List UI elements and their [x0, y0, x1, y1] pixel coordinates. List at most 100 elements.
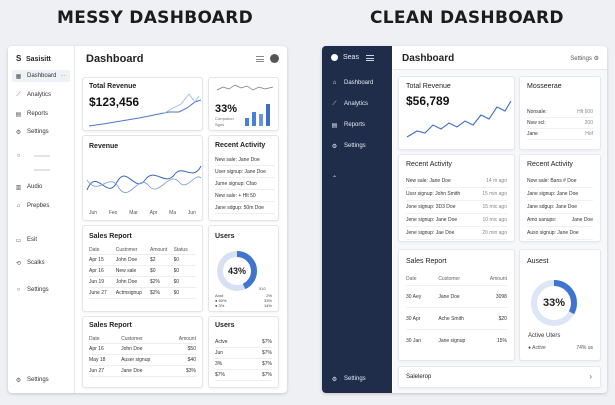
clean-recent-activity-card: Recent Activity New sale: Jane Doe 14 m a…	[398, 154, 515, 242]
footer-card[interactable]: Salelerop ›	[398, 366, 601, 388]
legend-row: ● 60% 33%	[215, 298, 272, 303]
sidebar-item-esit[interactable]: ▭ Esit	[14, 234, 37, 246]
table-row[interactable]: Jun 19 John Doe $2% $0	[89, 277, 196, 288]
message-meta: Hlt 600	[577, 109, 593, 115]
list-item[interactable]: Now sale: Bans # Doe	[527, 175, 593, 188]
messy-sidebar: S Sasisitt ▦ Dashboard ⋯ ⟋ Analytics ▤ R…	[8, 46, 75, 393]
cell: $0	[149, 268, 156, 274]
table-row[interactable]: 30 Aey Jane Doe 3098	[406, 286, 507, 308]
sidebar-item-dashboard[interactable]: ▦ Dashboard ⋯	[12, 70, 70, 82]
list-item[interactable]: New sale: + Hlt 50	[215, 190, 274, 202]
list-item[interactable]: Amo sanups: Jane Doe	[527, 214, 593, 227]
list-item[interactable]: Jane signup: Jane Doe	[527, 188, 593, 201]
table-row[interactable]: $7% $7%	[215, 370, 272, 381]
sidebar-item-settings-bottom[interactable]: ⚙ Settings	[330, 373, 366, 385]
list-item[interactable]: New sale: Jane Doe 14 m ago	[406, 175, 507, 188]
cell: John Doe	[121, 346, 143, 352]
table-row[interactable]: Apr 15 John Doe $2 $0	[89, 255, 196, 266]
clean-sales-report-card: Sales Report Date Customer Amount 30 Aey…	[398, 249, 515, 361]
table-row[interactable]: Jun $7%	[215, 348, 272, 359]
messy-dashboard: S Sasisitt ▦ Dashboard ⋯ ⟋ Analytics ▤ R…	[8, 46, 287, 393]
table-row[interactable]: 30 Apr Ache Smith $20	[406, 308, 507, 330]
table-row[interactable]: Actve $7%	[215, 337, 272, 348]
list-item[interactable]: Nonsale: Hlt 600	[527, 107, 593, 118]
sidebar-item-analytics[interactable]: ⟋ Analytics	[14, 89, 51, 101]
tick-label: Jun	[89, 210, 98, 216]
list-item[interactable]: Jume signup: Cfao	[215, 178, 274, 190]
cell: $0	[173, 279, 180, 285]
table-row[interactable]: June 27 Actmsignup $2% $0	[89, 288, 196, 299]
activity-text: Jene signup: Jane Doe	[406, 217, 458, 223]
table-header: Date Customer Amount	[406, 272, 507, 286]
table-row[interactable]: 3% $7%	[215, 359, 272, 370]
table-row[interactable]: Jun 27 Jane Doe $3%	[89, 366, 196, 377]
total-revenue-card: Total Revenue $123,456	[82, 77, 203, 131]
avatar[interactable]	[270, 54, 279, 63]
table-row[interactable]: Apr 16 New sale $0 $0	[89, 266, 196, 277]
sidebar-item-settings[interactable]: ⚙ Settings	[330, 140, 366, 152]
menu-icon[interactable]	[365, 54, 374, 61]
list-item[interactable]: Jene signup: Jae Doe 20 min ago	[406, 227, 507, 240]
table-row[interactable]: Apr 16 John Doe $50	[89, 344, 196, 355]
sales-report-card: Sales Report Date Customer Amount Status…	[82, 225, 203, 312]
list-item[interactable]: User signup: Jane Doe	[215, 166, 274, 178]
cell: $50	[187, 346, 196, 352]
sidebar-item-prepbes[interactable]: ⌂ Prepbes	[14, 200, 50, 212]
cell: $7%	[261, 372, 272, 378]
sidebar-item-label: Scalks	[27, 260, 45, 266]
activity-time: 15 mic ago	[482, 204, 507, 210]
list-item[interactable]: Nsw scl: 200	[527, 118, 593, 129]
brand-name: Seas	[343, 54, 359, 61]
list-item[interactable]: Jene signup: Jane Doe 10 mic ago	[406, 214, 507, 227]
card-title: Recent Activity	[527, 161, 573, 168]
users-donut-card: Users 43% 510 Anot 2% ● 60% 33% ● 3% 14%	[208, 225, 279, 312]
activity-feed: New sale: Jane Doe 14 m ago Ussr signup: …	[406, 175, 507, 240]
sidebar-collapse[interactable]: ⌃	[330, 172, 344, 184]
cell: $7%	[261, 350, 272, 356]
sidebar-item-analytics[interactable]: ⟋ Analytics	[330, 98, 368, 110]
sidebar-item-label: Settings	[27, 287, 49, 293]
list-item[interactable]: Jane sdgup: Jane Doe	[527, 201, 593, 214]
activity-text: User signup: Jane Doe	[215, 168, 266, 175]
table-row[interactable]: May 18 Auser signup $40	[89, 355, 196, 366]
list-item[interactable]: New sale: Jane Doe	[215, 154, 274, 166]
tick-label: Feo	[108, 210, 118, 216]
cell: Jun 19	[89, 279, 105, 285]
page-title: Dashboard	[402, 53, 455, 64]
sidebar-item-label: Dashboard	[27, 73, 57, 79]
list-item[interactable]: Jane sdgup: 50m Doe	[215, 202, 274, 214]
sidebar-item-label: Reports	[27, 111, 49, 117]
legend-value: 14%	[263, 303, 272, 308]
messages-card: Mosseerae Nonsale: Hlt 600 Nsw scl: 200 …	[519, 76, 601, 150]
sidebar-item-reports[interactable]: ▤ Reports	[330, 119, 365, 131]
card-title: Sales Report	[89, 233, 132, 240]
table-row[interactable]: 30 Jan Jane signup 15%	[406, 330, 507, 352]
cell: $0	[173, 268, 180, 274]
sidebar-item-scalks[interactable]: ⟲ Scalks	[14, 257, 45, 269]
clean-recent-activity-card-2: Recent Activity Now sale: Bans # Doe Jan…	[519, 154, 601, 242]
activity-text: Now sale: Bans # Doe	[527, 178, 577, 184]
sync-icon: ⟲	[15, 260, 22, 267]
list-item[interactable]: Ussr signup: John Smith 15 min ago	[406, 188, 507, 201]
cell: $7%	[215, 372, 226, 378]
gear-icon: ○	[16, 287, 21, 293]
revenue-chart-card: Revenue Jun Feo Mar Apr Ma Jun	[82, 135, 203, 221]
sidebar-item-audio[interactable]: ▥ Audio	[14, 181, 43, 193]
settings-link[interactable]: Settings ⚙	[570, 55, 599, 62]
list-item[interactable]: Jone signup: 3D3 Doe 15 mic ago	[406, 201, 507, 214]
list-item[interactable]: Jane Hof	[527, 129, 593, 140]
activity-text: Jone signup: 3D3 Doe	[406, 204, 456, 210]
gauge-caption-2: Sgos	[215, 122, 225, 127]
messy-heading: MESSY DASHBOARD	[57, 8, 254, 28]
sidebar-item-settings-2[interactable]: ○ Settings	[14, 284, 49, 296]
activity-text: Ussr signup: John Smith	[406, 191, 461, 197]
sidebar-item-dashboard[interactable]: ⌂ Dashboard	[330, 77, 374, 89]
cell: New sale	[115, 268, 137, 274]
cell: Actmsignup	[115, 290, 142, 296]
list-item[interactable]: Auso signup: Jane Doe	[527, 227, 593, 240]
sidebar-item-settings[interactable]: ⚙ Settings	[14, 126, 49, 138]
column-header: Status	[173, 246, 188, 253]
menu-icon[interactable]	[256, 55, 264, 62]
sidebar-item-reports[interactable]: ▤ Reports	[14, 108, 48, 120]
sidebar-item-settings-3[interactable]: ⚙ Settings	[14, 374, 49, 386]
